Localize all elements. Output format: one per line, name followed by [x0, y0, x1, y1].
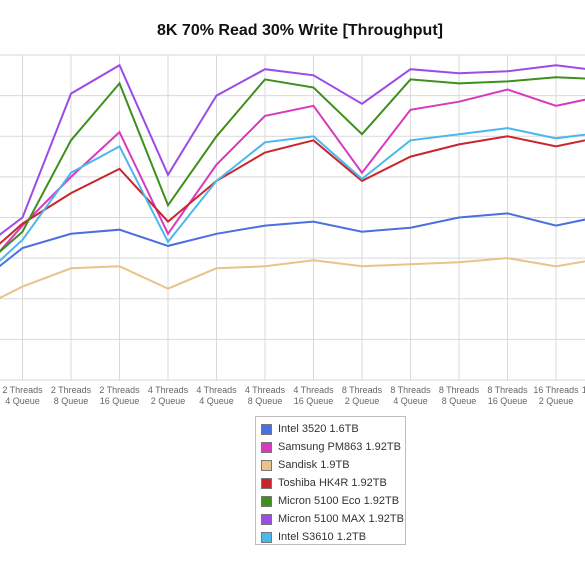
series-line: [0, 76, 585, 253]
x-tick-label: 4 Queue: [393, 396, 428, 406]
legend-swatch: [261, 459, 272, 471]
legend-label: Intel S3610 1.2TB: [278, 531, 367, 543]
x-tick-label: 2 Threads: [99, 385, 140, 395]
legend-item: Sandisk 1.9TB: [261, 456, 405, 474]
x-tick-label: 16 Threads: [533, 385, 579, 395]
x-tick-label: 4 Threads: [245, 385, 286, 395]
series-line: [0, 63, 585, 236]
x-tick-label: 16 Threads: [582, 385, 585, 395]
chart-title: 8K 70% Read 30% Write [Throughput]: [157, 22, 443, 39]
legend-swatch: [261, 495, 272, 507]
x-tick-label: 16 Queue: [100, 396, 140, 406]
legend-item: Intel 3520 1.6TB: [261, 420, 405, 438]
legend-label: Sandisk 1.9TB: [278, 459, 350, 471]
x-tick-label: 8 Queue: [248, 396, 283, 406]
legend: Intel 3520 1.6TB Samsung PM863 1.92TB Sand…: [255, 416, 406, 545]
series-line: [0, 127, 585, 262]
series-line: [0, 135, 585, 245]
x-tick-label: 16 Queue: [294, 396, 334, 406]
x-tick-label: 4 Threads: [196, 385, 237, 395]
x-tick-label: 2 Threads: [51, 385, 92, 395]
legend-swatch: [261, 531, 272, 543]
series-line: [0, 257, 585, 299]
legend-label: Intel 3520 1.6TB: [278, 423, 359, 435]
x-tick-label: 4 Queue: [5, 396, 40, 406]
legend-item: Micron 5100 MAX 1.92TB: [261, 510, 405, 528]
x-tick-label: 8 Threads: [342, 385, 383, 395]
x-tick-label: 4 Threads: [148, 385, 189, 395]
series-layer: [0, 63, 585, 299]
chart-grid: [0, 54, 585, 381]
x-tick-label: 2 Queue: [151, 396, 186, 406]
legend-label: Micron 5100 Eco 1.92TB: [278, 495, 400, 507]
x-tick-label: 8 Threads: [439, 385, 480, 395]
legend-item: Toshiba HK4R 1.92TB: [261, 474, 405, 492]
legend-swatch: [261, 441, 272, 453]
legend-item: Intel S3610 1.2TB: [261, 528, 405, 546]
x-tick-label: 4 Threads: [293, 385, 334, 395]
legend-label: Micron 5100 MAX 1.92TB: [278, 513, 404, 525]
x-tick-label: 8 Queue: [442, 396, 477, 406]
legend-label: Samsung PM863 1.92TB: [278, 441, 401, 453]
x-tick-label: 8 Threads: [390, 385, 431, 395]
legend-swatch: [261, 477, 272, 489]
legend-swatch: [261, 423, 272, 435]
x-tick-label: 4 Queue: [199, 396, 234, 406]
series-line: [0, 212, 585, 268]
legend-item: Samsung PM863 1.92TB: [261, 438, 405, 456]
x-tick-label: 8 Threads: [487, 385, 528, 395]
legend-label: Toshiba HK4R 1.92TB: [278, 477, 387, 489]
x-tick-label: 2 Queue: [345, 396, 380, 406]
x-tick-label: 8 Queue: [54, 396, 89, 406]
x-tick-label: 2 Queue: [539, 396, 574, 406]
x-tick-label: 16 Queue: [488, 396, 528, 406]
legend-item: Micron 5100 Eco 1.92TB: [261, 492, 405, 510]
legend-swatch: [261, 513, 272, 525]
x-tick-label: 2 Threads: [2, 385, 43, 395]
